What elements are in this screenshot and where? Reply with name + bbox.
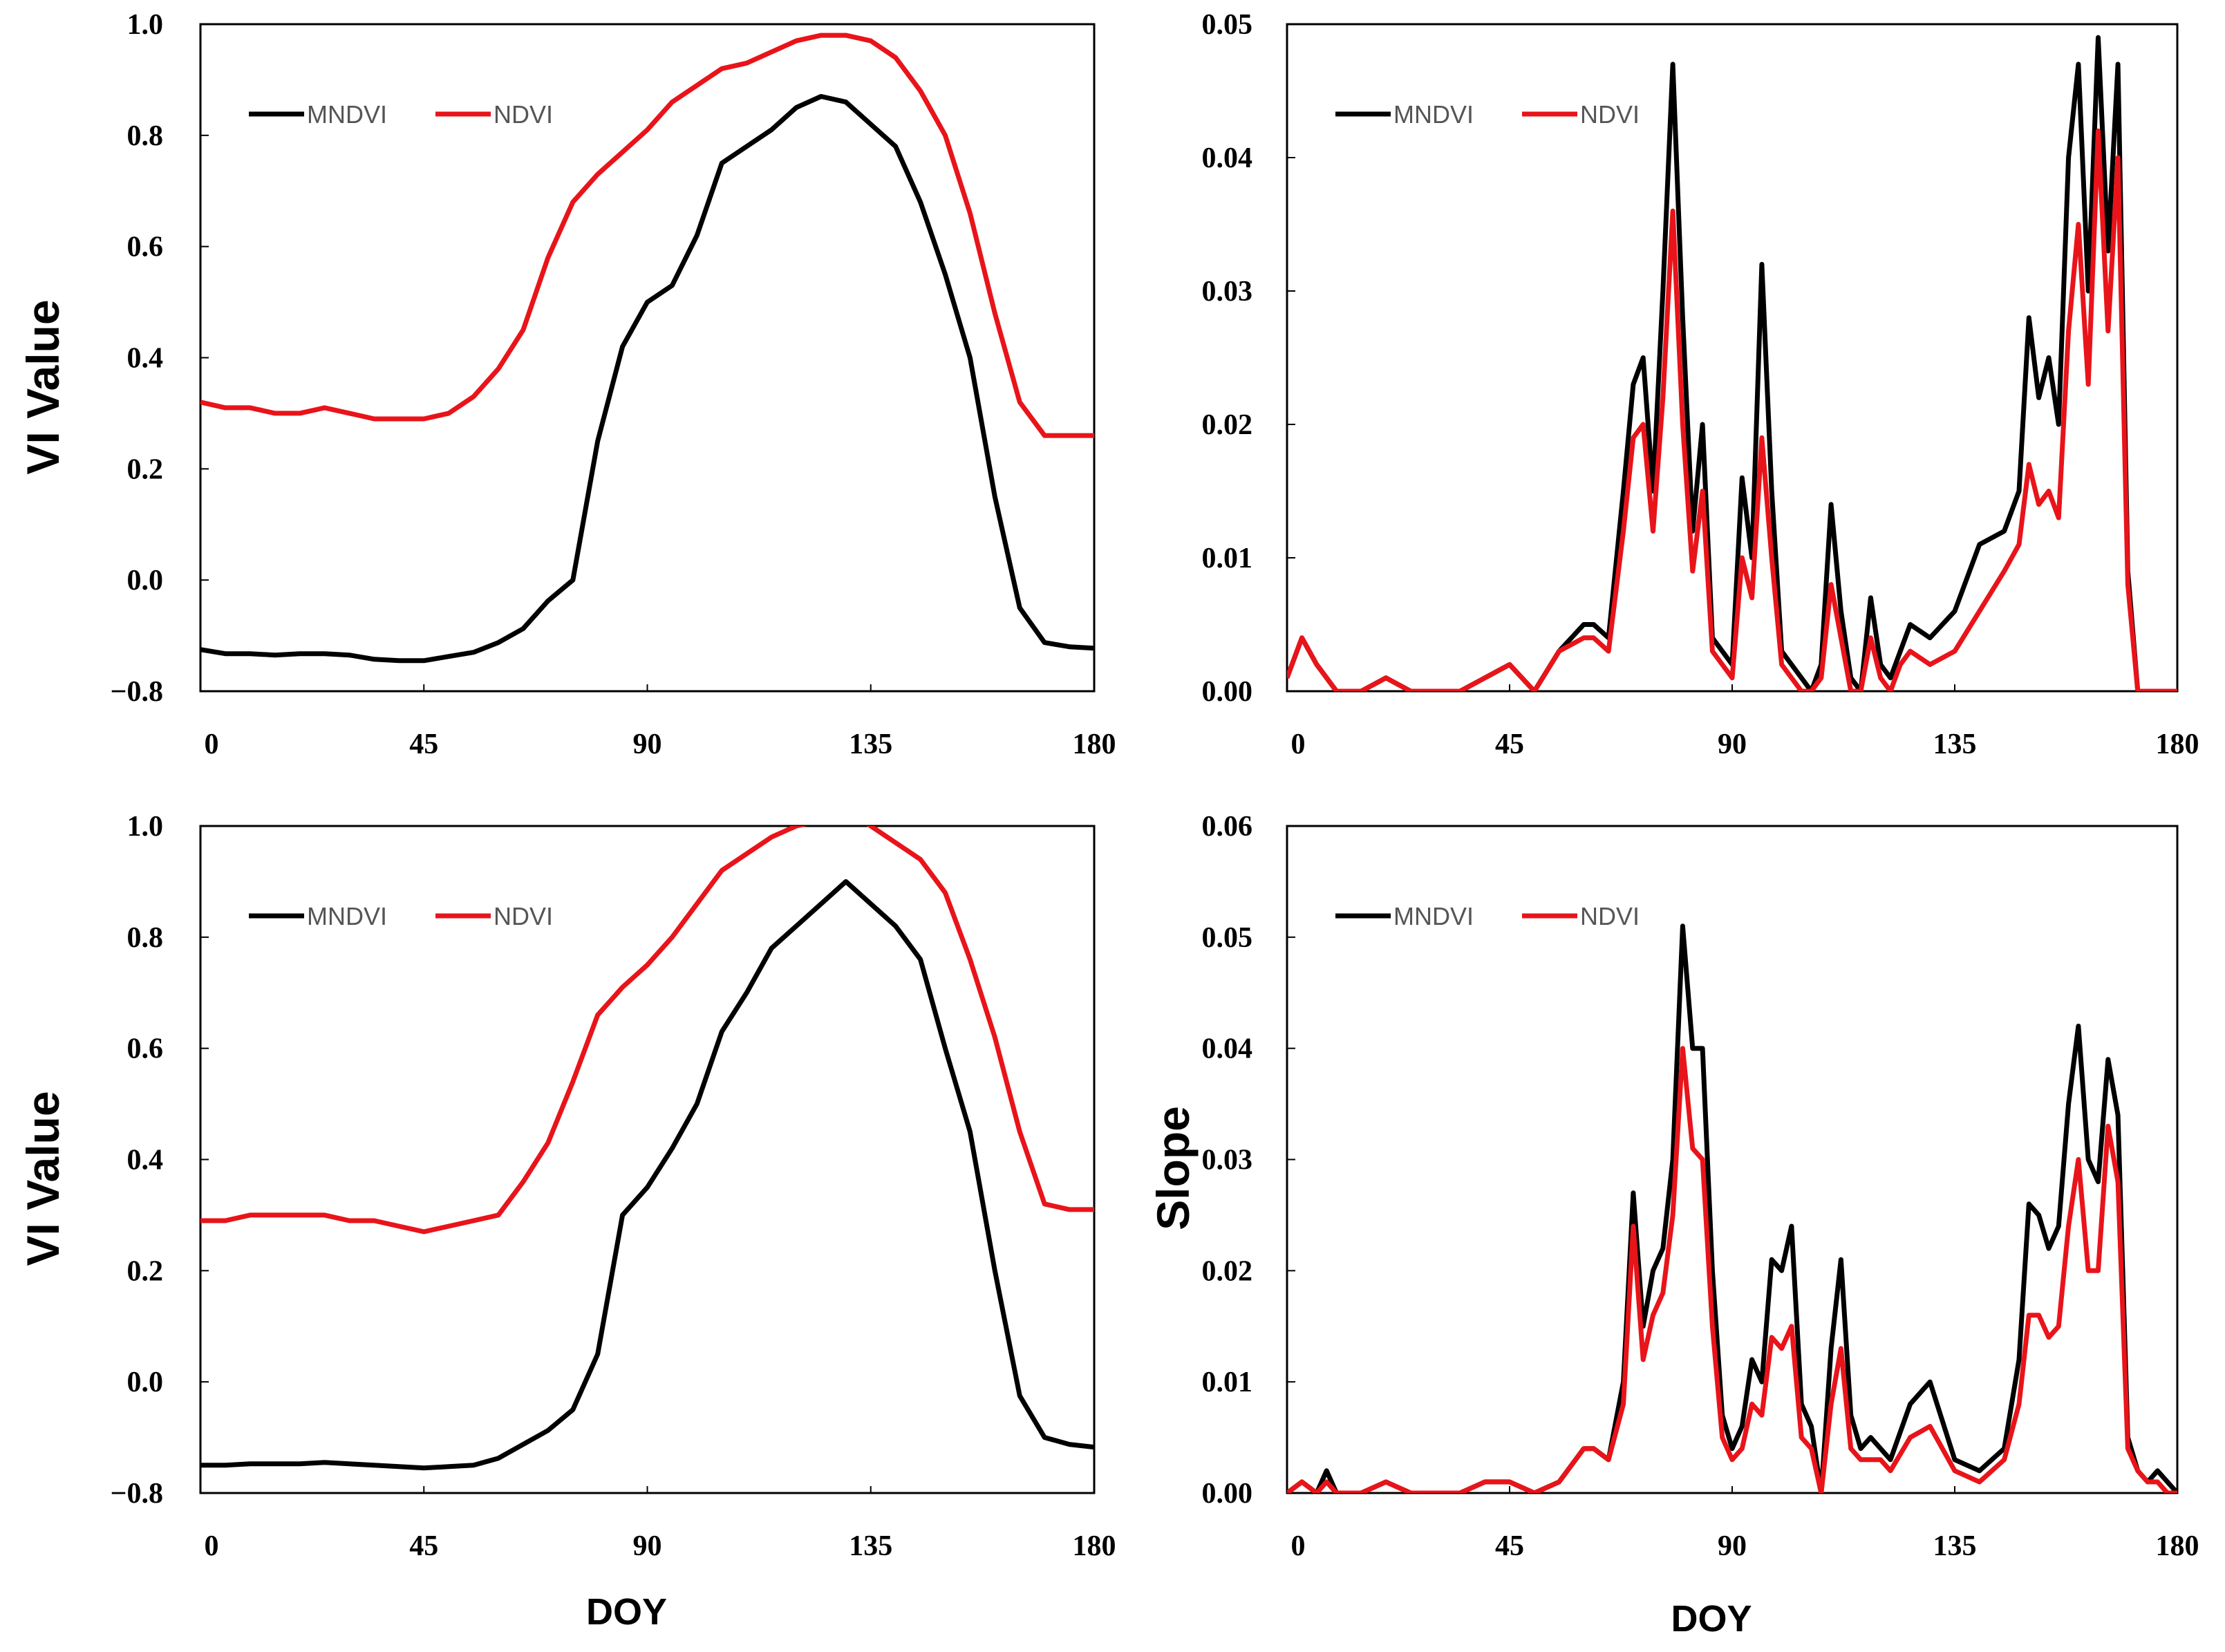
x-tick-label: 0 [205,729,219,760]
y-tick-label: 1.0 [127,9,164,41]
chart-slope-top: 0.05 0.04 0.03 0.02 0.01 0.00 0 45 90 135 180 MNDVI… [1202,9,2199,760]
y-tick-label: 0.8 [127,922,164,954]
series-line-mndvi [1287,35,2177,691]
chart-vi-top: 1.0 0.8 0.6 0.4 0.2 0.0 −0.8 0 45 90 135 180 VI Valu… [17,9,1116,760]
y-tick-label: 0.00 [1202,676,1253,708]
y-tick-label: 0.00 [1202,1478,1253,1510]
x-tick-label: 45 [1495,1530,1524,1562]
y-axis-title: VI Value [17,299,68,474]
legend-label-ndvi: NDVI [1580,902,1640,930]
y-tick-label: 0.2 [127,453,164,485]
x-tick-label: 180 [1073,729,1116,760]
x-tick-label: 135 [1933,729,1977,760]
y-tick-label: 0.06 [1202,811,1253,843]
series-line-ndvi [200,32,1094,438]
y-tick-label: 0.04 [1202,142,1253,174]
series-line-ndvi [200,826,1094,1235]
x-axis-title: DOY [1671,1598,1752,1640]
y-tick-label: 0.02 [1202,1255,1253,1287]
x-tick-label: 45 [409,1530,438,1562]
y-tick-label: 0.04 [1202,1033,1253,1065]
legend-label-mndvi: MNDVI [307,100,387,129]
legend-label-mndvi: MNDVI [307,902,387,930]
legend-label-ndvi: NDVI [494,100,553,129]
y-tick-label: 0.6 [127,232,164,263]
x-tick-label: 90 [633,729,662,760]
x-tick-label: 0 [1291,729,1306,760]
x-tick-label: 180 [2156,729,2199,760]
series-line-mndvi [200,879,1094,1471]
series-line-mndvi [1287,923,2177,1493]
x-tick-label: 90 [633,1530,662,1562]
series-line-ndvi [1287,1046,2177,1493]
x-tick-label: 0 [1291,1530,1306,1562]
y-tick-label: 0.05 [1202,922,1253,954]
legend-label-mndvi: MNDVI [1393,902,1474,930]
y-tick-label: 0.01 [1202,1367,1253,1398]
x-tick-label: 135 [849,729,892,760]
x-tick-label: 180 [1073,1530,1116,1562]
y-tick-label: −0.8 [111,1478,163,1510]
y-tick-label: 0.0 [127,1367,164,1398]
x-tick-label: 90 [1718,729,1747,760]
x-tick-label: 0 [205,1530,219,1562]
y-tick-label: 0.4 [127,1145,164,1176]
x-tick-label: 45 [1495,729,1524,760]
x-tick-label: 90 [1718,1530,1747,1562]
legend-label-mndvi: MNDVI [1393,100,1474,129]
y-axis-title: VI Value [17,1091,68,1266]
chart-vi-bottom: 1.0 0.8 0.6 0.4 0.2 0.0 −0.8 0 45 90 135 180 VI Valu… [17,811,1116,1633]
y-tick-label: 0.03 [1202,1145,1253,1176]
y-tick-label: 1.0 [127,811,164,843]
y-tick-label: −0.8 [111,676,163,708]
series-line-mndvi [200,94,1094,664]
y-tick-label: 0.03 [1202,276,1253,308]
y-axis-title: Slope [1147,1106,1199,1230]
y-tick-label: 0.6 [127,1033,164,1065]
legend-label-ndvi: NDVI [1580,100,1640,129]
legend-label-ndvi: NDVI [494,902,553,930]
y-tick-label: 0.0 [127,565,164,597]
y-tick-label: 0.8 [127,120,164,152]
x-tick-label: 180 [2156,1530,2199,1562]
x-tick-label: 135 [849,1530,892,1562]
y-tick-label: 0.01 [1202,543,1253,574]
series-line-ndvi [1287,128,2177,691]
y-tick-label: 0.4 [127,343,164,375]
chart-slope-bottom: 0.06 0.05 0.04 0.03 0.02 0.01 0.00 0 45 90 135 180 S… [1147,811,2199,1640]
y-tick-label: 0.05 [1202,9,1253,41]
x-tick-label: 135 [1933,1530,1977,1562]
x-axis-title: DOY [586,1591,667,1633]
y-tick-label: 0.02 [1202,409,1253,441]
y-tick-label: 0.2 [127,1255,164,1287]
x-tick-label: 45 [409,729,438,760]
